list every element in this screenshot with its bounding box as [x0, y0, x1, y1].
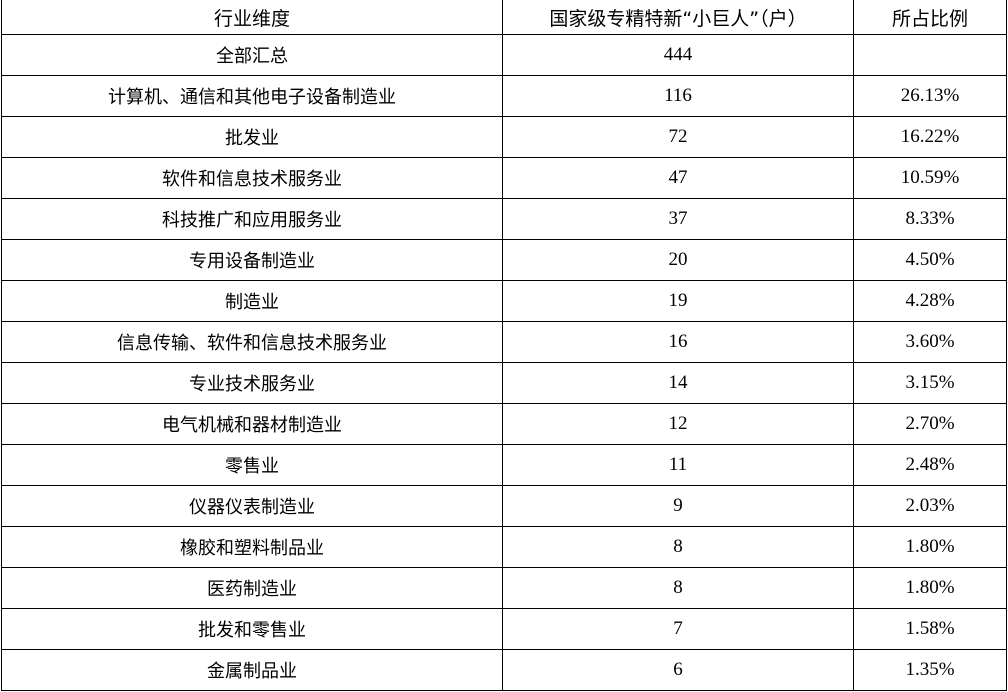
industry-cell: 制造业 — [1, 280, 503, 322]
industry-cell: 全部汇总 — [1, 34, 503, 76]
table-row: 软件和信息技术服务业 47 10.59% — [1, 157, 1007, 199]
industry-cell: 零售业 — [1, 444, 503, 486]
count-cell: 12 — [502, 403, 854, 445]
header-row: 行业维度 国家级专精特新“小巨人”（户） 所占比例 — [1, 0, 1007, 35]
table-row: 批发和零售业 7 1.58% — [1, 608, 1007, 650]
count-cell: 8 — [502, 567, 854, 609]
industry-cell: 专业技术服务业 — [1, 362, 503, 404]
table-row: 橡胶和塑料制品业 8 1.80% — [1, 526, 1007, 568]
industry-cell: 专用设备制造业 — [1, 239, 503, 281]
table-row: 全部汇总 444 — [1, 34, 1007, 76]
industry-cell: 信息传输、软件和信息技术服务业 — [1, 321, 503, 363]
table-row: 零售业 11 2.48% — [1, 444, 1007, 486]
count-cell: 16 — [502, 321, 854, 363]
header-industry: 行业维度 — [1, 0, 503, 35]
table-row: 制造业 19 4.28% — [1, 280, 1007, 322]
share-cell: 1.80% — [853, 526, 1007, 568]
industry-cell: 仪器仪表制造业 — [1, 485, 503, 527]
share-cell: 2.48% — [853, 444, 1007, 486]
industry-cell: 批发和零售业 — [1, 608, 503, 650]
share-cell — [853, 34, 1007, 76]
share-cell: 1.58% — [853, 608, 1007, 650]
header-count: 国家级专精特新“小巨人”（户） — [502, 0, 854, 35]
share-cell: 16.22% — [853, 116, 1007, 158]
table-row: 科技推广和应用服务业 37 8.33% — [1, 198, 1007, 240]
table-row: 电气机械和器材制造业 12 2.70% — [1, 403, 1007, 445]
table-row: 专业技术服务业 14 3.15% — [1, 362, 1007, 404]
count-cell: 6 — [502, 649, 854, 691]
share-cell: 3.60% — [853, 321, 1007, 363]
share-cell: 1.80% — [853, 567, 1007, 609]
count-cell: 9 — [502, 485, 854, 527]
count-cell: 444 — [502, 34, 854, 76]
share-cell: 2.70% — [853, 403, 1007, 445]
share-cell: 4.50% — [853, 239, 1007, 281]
count-cell: 47 — [502, 157, 854, 199]
table-row: 批发业 72 16.22% — [1, 116, 1007, 158]
industry-cell: 医药制造业 — [1, 567, 503, 609]
share-cell: 3.15% — [853, 362, 1007, 404]
count-cell: 37 — [502, 198, 854, 240]
count-cell: 8 — [502, 526, 854, 568]
table-row: 金属制品业 6 1.35% — [1, 649, 1007, 691]
share-cell: 4.28% — [853, 280, 1007, 322]
table-row: 医药制造业 8 1.80% — [1, 567, 1007, 609]
industry-cell: 计算机、通信和其他电子设备制造业 — [1, 75, 503, 117]
table-row: 计算机、通信和其他电子设备制造业 116 26.13% — [1, 75, 1007, 117]
table-row: 仪器仪表制造业 9 2.03% — [1, 485, 1007, 527]
industry-cell: 批发业 — [1, 116, 503, 158]
count-cell: 20 — [502, 239, 854, 281]
count-cell: 72 — [502, 116, 854, 158]
count-cell: 19 — [502, 280, 854, 322]
share-cell: 26.13% — [853, 75, 1007, 117]
industry-cell: 电气机械和器材制造业 — [1, 403, 503, 445]
industry-cell: 金属制品业 — [1, 649, 503, 691]
share-cell: 8.33% — [853, 198, 1007, 240]
industry-cell: 软件和信息技术服务业 — [1, 157, 503, 199]
table-row: 信息传输、软件和信息技术服务业 16 3.60% — [1, 321, 1007, 363]
share-cell: 10.59% — [853, 157, 1007, 199]
header-share: 所占比例 — [853, 0, 1007, 35]
share-cell: 2.03% — [853, 485, 1007, 527]
table-row: 专用设备制造业 20 4.50% — [1, 239, 1007, 281]
count-cell: 11 — [502, 444, 854, 486]
count-cell: 7 — [502, 608, 854, 650]
industry-cell: 橡胶和塑料制品业 — [1, 526, 503, 568]
count-cell: 14 — [502, 362, 854, 404]
industry-cell: 科技推广和应用服务业 — [1, 198, 503, 240]
count-cell: 116 — [502, 75, 854, 117]
share-cell: 1.35% — [853, 649, 1007, 691]
